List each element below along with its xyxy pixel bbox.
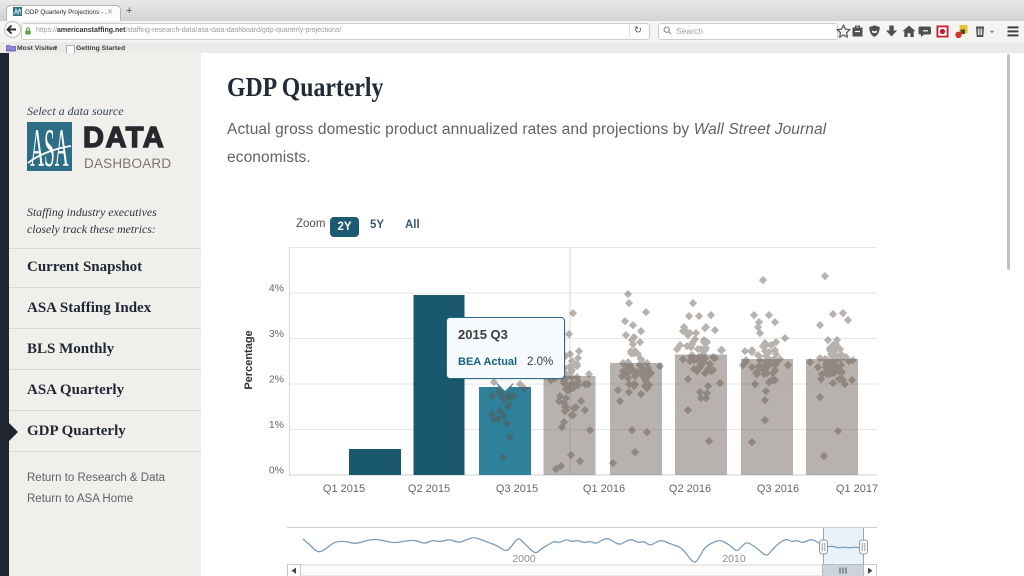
- svg-text:Percentage: Percentage: [243, 330, 255, 389]
- svg-text:Q2 2015: Q2 2015: [408, 483, 450, 495]
- svg-text:ASA: ASA: [30, 122, 69, 171]
- svg-text:4%: 4%: [269, 283, 284, 295]
- svg-text:Q3 2016: Q3 2016: [757, 483, 799, 495]
- svg-text:2010: 2010: [722, 553, 746, 565]
- svg-text:Q3 2015: Q3 2015: [496, 483, 538, 495]
- svg-text:Q1 2016: Q1 2016: [583, 483, 625, 495]
- svg-text:2000: 2000: [512, 553, 536, 565]
- svg-text:Q1 2015: Q1 2015: [323, 483, 365, 495]
- svg-text:Q1 2017: Q1 2017: [836, 483, 878, 495]
- svg-text:2%: 2%: [269, 374, 284, 386]
- svg-text:3%: 3%: [269, 328, 284, 340]
- svg-text:1%: 1%: [269, 419, 284, 431]
- svg-text:0%: 0%: [269, 465, 284, 477]
- svg-text:Q2 2016: Q2 2016: [669, 483, 711, 495]
